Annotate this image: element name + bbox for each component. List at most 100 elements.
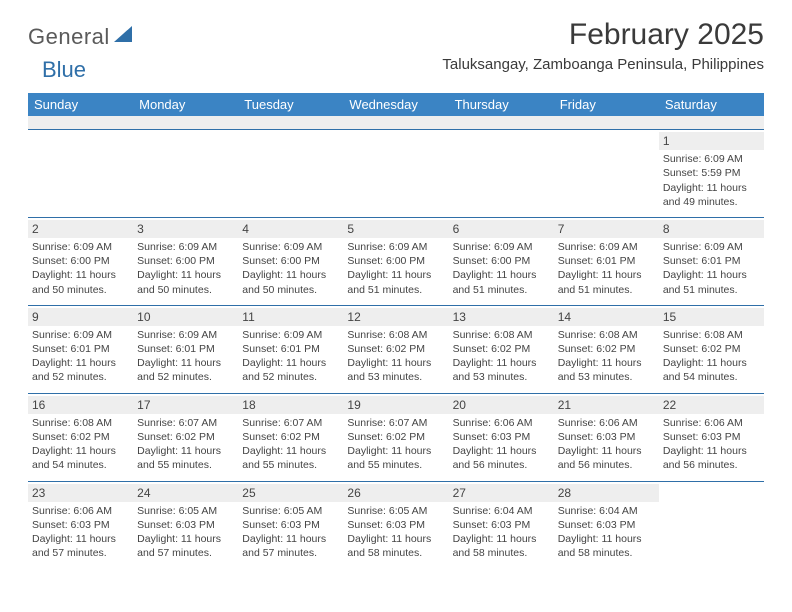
daylight-line: Daylight: 11 hours and 51 minutes. <box>453 268 550 296</box>
sunrise-line: Sunrise: 6:09 AM <box>32 240 129 254</box>
day-number: 27 <box>449 484 554 502</box>
sunrise-line: Sunrise: 6:07 AM <box>347 416 444 430</box>
sunrise-line: Sunrise: 6:09 AM <box>663 152 760 166</box>
weekday-label: Friday <box>554 93 659 116</box>
sunset-line: Sunset: 6:01 PM <box>663 254 760 268</box>
empty-cell: . <box>133 130 238 217</box>
day-number: 2 <box>28 220 133 238</box>
day-number: 24 <box>133 484 238 502</box>
sunrise-line: Sunrise: 6:04 AM <box>453 504 550 518</box>
day-cell: 4Sunrise: 6:09 AMSunset: 6:00 PMDaylight… <box>238 218 343 305</box>
day-cell: 14Sunrise: 6:08 AMSunset: 6:02 PMDayligh… <box>554 306 659 393</box>
day-number: 1 <box>659 132 764 150</box>
brand-name-a: General <box>28 24 110 50</box>
day-cell: 2Sunrise: 6:09 AMSunset: 6:00 PMDaylight… <box>28 218 133 305</box>
day-number: 20 <box>449 396 554 414</box>
sunrise-line: Sunrise: 6:06 AM <box>558 416 655 430</box>
sunset-line: Sunset: 6:01 PM <box>32 342 129 356</box>
day-cell: 16Sunrise: 6:08 AMSunset: 6:02 PMDayligh… <box>28 394 133 481</box>
empty-cell: . <box>659 482 764 569</box>
day-number: 10 <box>133 308 238 326</box>
sunrise-line: Sunrise: 6:09 AM <box>663 240 760 254</box>
sunset-line: Sunset: 6:00 PM <box>137 254 234 268</box>
day-cell: 24Sunrise: 6:05 AMSunset: 6:03 PMDayligh… <box>133 482 238 569</box>
weekday-label: Wednesday <box>343 93 448 116</box>
sunset-line: Sunset: 6:01 PM <box>137 342 234 356</box>
empty-cell: . <box>554 130 659 217</box>
sunrise-line: Sunrise: 6:06 AM <box>453 416 550 430</box>
day-number: 6 <box>449 220 554 238</box>
sunrise-line: Sunrise: 6:08 AM <box>32 416 129 430</box>
daylight-line: Daylight: 11 hours and 53 minutes. <box>347 356 444 384</box>
sunrise-line: Sunrise: 6:06 AM <box>32 504 129 518</box>
day-cell: 8Sunrise: 6:09 AMSunset: 6:01 PMDaylight… <box>659 218 764 305</box>
daylight-line: Daylight: 11 hours and 56 minutes. <box>558 444 655 472</box>
week-row: 16Sunrise: 6:08 AMSunset: 6:02 PMDayligh… <box>28 394 764 482</box>
day-number: 7 <box>554 220 659 238</box>
empty-cell: . <box>28 130 133 217</box>
sunrise-line: Sunrise: 6:08 AM <box>663 328 760 342</box>
day-cell: 15Sunrise: 6:08 AMSunset: 6:02 PMDayligh… <box>659 306 764 393</box>
day-number: 15 <box>659 308 764 326</box>
day-number: 18 <box>238 396 343 414</box>
daylight-line: Daylight: 11 hours and 54 minutes. <box>663 356 760 384</box>
day-number: 3 <box>133 220 238 238</box>
sunrise-line: Sunrise: 6:05 AM <box>242 504 339 518</box>
week-row: 23Sunrise: 6:06 AMSunset: 6:03 PMDayligh… <box>28 482 764 569</box>
daylight-line: Daylight: 11 hours and 51 minutes. <box>347 268 444 296</box>
daylight-line: Daylight: 11 hours and 49 minutes. <box>663 181 760 209</box>
daylight-line: Daylight: 11 hours and 50 minutes. <box>32 268 129 296</box>
sunset-line: Sunset: 5:59 PM <box>663 166 760 180</box>
day-cell: 17Sunrise: 6:07 AMSunset: 6:02 PMDayligh… <box>133 394 238 481</box>
weekday-label: Monday <box>133 93 238 116</box>
day-cell: 6Sunrise: 6:09 AMSunset: 6:00 PMDaylight… <box>449 218 554 305</box>
day-number: 5 <box>343 220 448 238</box>
day-number: 23 <box>28 484 133 502</box>
sunrise-line: Sunrise: 6:06 AM <box>663 416 760 430</box>
week-row: 9Sunrise: 6:09 AMSunset: 6:01 PMDaylight… <box>28 306 764 394</box>
day-number: 13 <box>449 308 554 326</box>
day-cell: 25Sunrise: 6:05 AMSunset: 6:03 PMDayligh… <box>238 482 343 569</box>
sunset-line: Sunset: 6:03 PM <box>242 518 339 532</box>
sunset-line: Sunset: 6:03 PM <box>347 518 444 532</box>
sunset-line: Sunset: 6:03 PM <box>558 430 655 444</box>
sunset-line: Sunset: 6:03 PM <box>663 430 760 444</box>
day-number: 19 <box>343 396 448 414</box>
calendar: SundayMondayTuesdayWednesdayThursdayFrid… <box>28 93 764 568</box>
day-number: 25 <box>238 484 343 502</box>
day-cell: 7Sunrise: 6:09 AMSunset: 6:01 PMDaylight… <box>554 218 659 305</box>
weeks-container: ......1Sunrise: 6:09 AMSunset: 5:59 PMDa… <box>28 130 764 568</box>
day-cell: 22Sunrise: 6:06 AMSunset: 6:03 PMDayligh… <box>659 394 764 481</box>
sunset-line: Sunset: 6:03 PM <box>32 518 129 532</box>
location-text: Taluksangay, Zamboanga Peninsula, Philip… <box>442 56 764 73</box>
day-cell: 13Sunrise: 6:08 AMSunset: 6:02 PMDayligh… <box>449 306 554 393</box>
daylight-line: Daylight: 11 hours and 55 minutes. <box>242 444 339 472</box>
day-cell: 10Sunrise: 6:09 AMSunset: 6:01 PMDayligh… <box>133 306 238 393</box>
month-title: February 2025 <box>442 18 764 52</box>
day-number: 16 <box>28 396 133 414</box>
day-number: 21 <box>554 396 659 414</box>
sunset-line: Sunset: 6:02 PM <box>242 430 339 444</box>
sunset-line: Sunset: 6:02 PM <box>453 342 550 356</box>
sunset-line: Sunset: 6:00 PM <box>347 254 444 268</box>
daylight-line: Daylight: 11 hours and 51 minutes. <box>558 268 655 296</box>
day-cell: 12Sunrise: 6:08 AMSunset: 6:02 PMDayligh… <box>343 306 448 393</box>
daylight-line: Daylight: 11 hours and 50 minutes. <box>137 268 234 296</box>
sunrise-line: Sunrise: 6:04 AM <box>558 504 655 518</box>
sunrise-line: Sunrise: 6:09 AM <box>137 328 234 342</box>
day-cell: 20Sunrise: 6:06 AMSunset: 6:03 PMDayligh… <box>449 394 554 481</box>
week-row: 2Sunrise: 6:09 AMSunset: 6:00 PMDaylight… <box>28 218 764 306</box>
sunrise-line: Sunrise: 6:09 AM <box>242 240 339 254</box>
sunrise-line: Sunrise: 6:08 AM <box>558 328 655 342</box>
daylight-line: Daylight: 11 hours and 52 minutes. <box>242 356 339 384</box>
weekday-header: SundayMondayTuesdayWednesdayThursdayFrid… <box>28 93 764 116</box>
title-block: February 2025 Taluksangay, Zamboanga Pen… <box>442 18 764 73</box>
sunrise-line: Sunrise: 6:09 AM <box>453 240 550 254</box>
sunset-line: Sunset: 6:01 PM <box>558 254 655 268</box>
empty-cell: . <box>238 130 343 217</box>
brand-sail-icon <box>114 26 136 49</box>
daylight-line: Daylight: 11 hours and 58 minutes. <box>347 532 444 560</box>
daylight-line: Daylight: 11 hours and 57 minutes. <box>137 532 234 560</box>
day-number: 11 <box>238 308 343 326</box>
daylight-line: Daylight: 11 hours and 52 minutes. <box>32 356 129 384</box>
